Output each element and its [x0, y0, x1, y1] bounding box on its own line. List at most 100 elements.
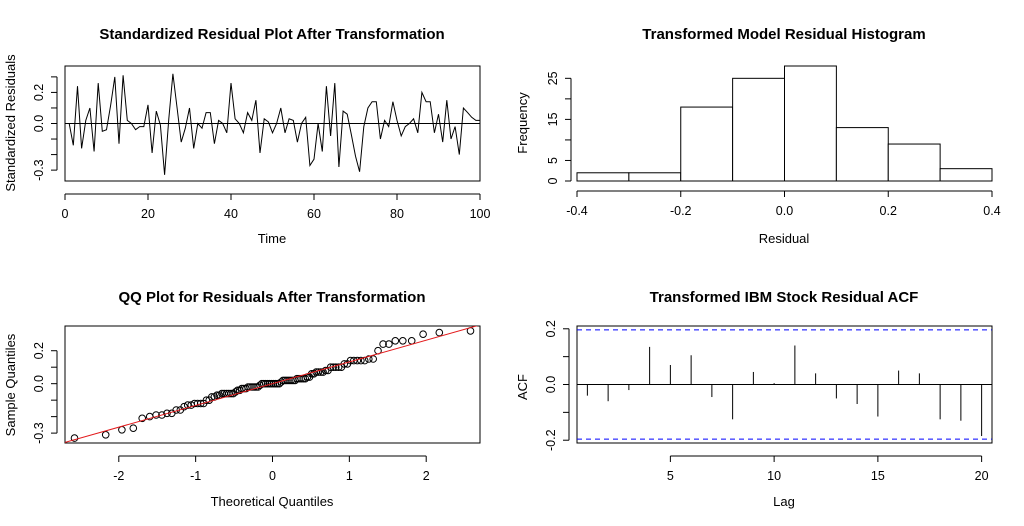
- chart-title: Standardized Residual Plot After Transfo…: [99, 26, 444, 43]
- y-axis-label: Standardized Residuals: [3, 54, 18, 192]
- y-tick-label: 0: [546, 177, 560, 184]
- qq-point: [301, 374, 310, 383]
- qq-point: [129, 424, 138, 433]
- histogram-marks: -0.4 -0.2 0.0 0.2 0.4 0 5 15 25: [546, 65, 1001, 218]
- qq-point: [399, 337, 407, 345]
- x-tick-label: 1: [346, 469, 353, 483]
- x-tick-label: 40: [224, 207, 238, 221]
- x-axis-label: Residual: [759, 231, 810, 246]
- qq-point: [334, 363, 343, 372]
- chart-title: QQ Plot for Residuals After Transformati…: [119, 289, 426, 306]
- histogram-bar: [680, 106, 734, 182]
- x-tick-label: -0.2: [670, 204, 692, 218]
- acf-plot-marks: 5 10 15 20 -0.2 0.0 0.2: [544, 320, 993, 483]
- chart-title: Transformed IBM Stock Residual ACF: [650, 289, 919, 306]
- qq-point: [248, 383, 256, 391]
- qq-point: [138, 414, 146, 423]
- x-tick-label: 0.0: [776, 204, 793, 218]
- qq-point: [118, 426, 126, 434]
- x-tick-label: 10: [767, 469, 781, 483]
- histogram-bar: [939, 168, 993, 182]
- y-tick-label: 0.2: [32, 342, 46, 359]
- qq-point: [419, 330, 427, 339]
- y-tick-label: -0.3: [32, 422, 46, 444]
- histogram-bar: [784, 65, 837, 182]
- y-axis-label: ACF: [515, 374, 530, 400]
- y-tick-label: 0.2: [32, 84, 46, 101]
- x-tick-label: 60: [307, 207, 321, 221]
- x-axis-label: Lag: [773, 494, 795, 509]
- qq-point: [101, 431, 110, 439]
- y-tick-label: 0.0: [32, 375, 46, 392]
- qq-point: [391, 337, 400, 345]
- histogram-bar: [628, 172, 682, 182]
- x-tick-label: 15: [871, 469, 885, 483]
- qq-point: [158, 411, 166, 419]
- qq-point: [365, 355, 373, 363]
- acf-plot-panel: Transformed IBM Stock Residual ACF Lag A…: [515, 289, 993, 509]
- x-tick-label: -0.4: [566, 204, 588, 218]
- x-tick-label: 20: [975, 469, 989, 483]
- qq-point: [183, 401, 192, 409]
- qq-point: [208, 393, 216, 401]
- qq-point: [152, 411, 160, 419]
- x-tick-label: 0.2: [880, 204, 897, 218]
- qq-point: [279, 376, 287, 385]
- histogram-bar: [835, 127, 889, 182]
- y-tick-label: 5: [546, 157, 560, 164]
- qq-point: [261, 379, 270, 388]
- x-tick-label: 80: [390, 207, 404, 221]
- y-tick-label: 0.2: [544, 320, 558, 337]
- histogram-panel: Transformed Model Residual Histogram Res…: [515, 26, 1001, 246]
- qq-point: [385, 340, 393, 348]
- y-tick-label: -0.2: [544, 429, 558, 451]
- qq-point: [213, 391, 221, 400]
- x-axis-label: Time: [258, 231, 286, 246]
- x-tick-label: 100: [470, 207, 491, 221]
- qq-point: [310, 370, 318, 378]
- x-axis-label: Theoretical Quantiles: [211, 494, 334, 509]
- x-tick-label: -2: [113, 469, 124, 483]
- residual-plot-marks: 0 20 40 60 80 100 -0.3 0.0 0.2: [32, 65, 491, 221]
- qq-point: [369, 355, 378, 363]
- x-tick-label: 2: [423, 469, 430, 483]
- qq-point: [227, 389, 235, 398]
- plot-frame: [64, 325, 481, 444]
- y-axis-label: Sample Quantiles: [3, 333, 18, 436]
- qq-point: [281, 376, 289, 385]
- y-tick-label: 0.0: [544, 376, 558, 393]
- qq-point: [163, 409, 171, 418]
- qq-point: [202, 396, 211, 405]
- chart-title: Transformed Model Residual Histogram: [642, 26, 925, 43]
- qq-point: [317, 368, 325, 376]
- qq-point: [260, 379, 268, 388]
- qq-reference-line: [65, 326, 479, 443]
- x-tick-label: 0.4: [983, 204, 1000, 218]
- y-tick-label: -0.3: [32, 159, 46, 181]
- x-tick-label: 0: [62, 207, 69, 221]
- x-tick-label: 20: [141, 207, 155, 221]
- residual-series-line: [68, 73, 480, 175]
- qq-point: [267, 379, 276, 388]
- histogram-bar: [887, 143, 941, 182]
- x-tick-label: 5: [667, 469, 674, 483]
- qq-point: [269, 379, 278, 388]
- qq-point: [357, 356, 365, 365]
- y-tick-label: 0.0: [32, 115, 46, 132]
- histogram-bar: [732, 77, 785, 182]
- residual-plot-panel: Standardized Residual Plot After Transfo…: [3, 26, 490, 246]
- x-tick-label: -1: [190, 469, 201, 483]
- x-tick-label: 0: [269, 469, 276, 483]
- y-tick-label: 15: [546, 112, 560, 126]
- qq-points: [70, 327, 475, 442]
- histogram-bar: [576, 172, 630, 182]
- qq-plot-marks: -2 -1 0 1 2 -0.3 0.0 0.2: [32, 325, 481, 483]
- qq-point: [70, 434, 79, 442]
- qq-point: [180, 402, 188, 411]
- qq-point: [326, 363, 335, 372]
- qq-point: [225, 389, 233, 398]
- y-tick-label: 25: [546, 71, 560, 85]
- qq-point: [435, 328, 444, 337]
- y-axis-label: Frequency: [515, 92, 530, 154]
